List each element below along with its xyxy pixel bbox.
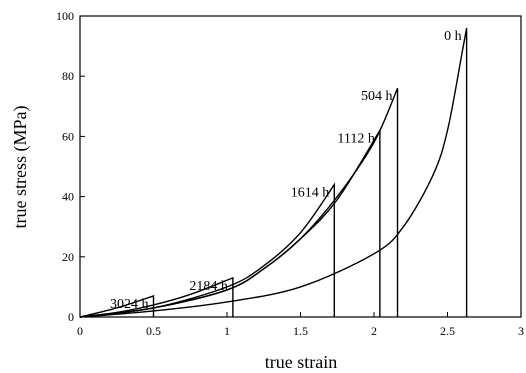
curve-label: 3024 h <box>110 297 149 312</box>
x-tick-label: 0.5 <box>146 324 161 338</box>
curve-labels: 0 h 504 h 1112 h 1614 h 2184 h 3024 h <box>110 29 462 312</box>
axis-ticks <box>79 15 522 318</box>
y-tick-label: 0 <box>68 310 74 324</box>
y-tick-label: 40 <box>62 190 74 204</box>
curve-label: 0 h <box>444 29 462 44</box>
y-tick-label: 100 <box>56 9 74 23</box>
x-tick-label: 2 <box>371 324 377 338</box>
y-axis-title: true stress (MPa) <box>10 106 31 229</box>
y-tick-label: 60 <box>62 129 74 143</box>
curves <box>79 27 468 318</box>
curve-504-h <box>79 87 399 318</box>
curve-label: 2184 h <box>189 279 228 294</box>
curve-3024-h <box>79 294 155 318</box>
curve-0-h <box>79 27 468 318</box>
curve-label: 1614 h <box>291 186 330 201</box>
x-tick-label: 1 <box>224 324 230 338</box>
tick-labels: 0 0.5 1 1.5 2 2.5 3 0 20 40 60 80 100 <box>56 9 524 338</box>
y-tick-label: 20 <box>62 250 74 264</box>
curve-1614-h <box>79 182 336 318</box>
plot-frame <box>79 15 522 318</box>
x-tick-label: 3 <box>518 324 524 338</box>
x-tick-label: 2.5 <box>440 324 455 338</box>
curve-label: 504 h <box>361 89 393 104</box>
x-tick-label: 0 <box>77 324 83 338</box>
x-axis-title: true strain <box>265 352 337 372</box>
curve-label: 1112 h <box>337 131 374 146</box>
x-tick-label: 1.5 <box>293 324 308 338</box>
y-tick-label: 80 <box>62 69 74 83</box>
